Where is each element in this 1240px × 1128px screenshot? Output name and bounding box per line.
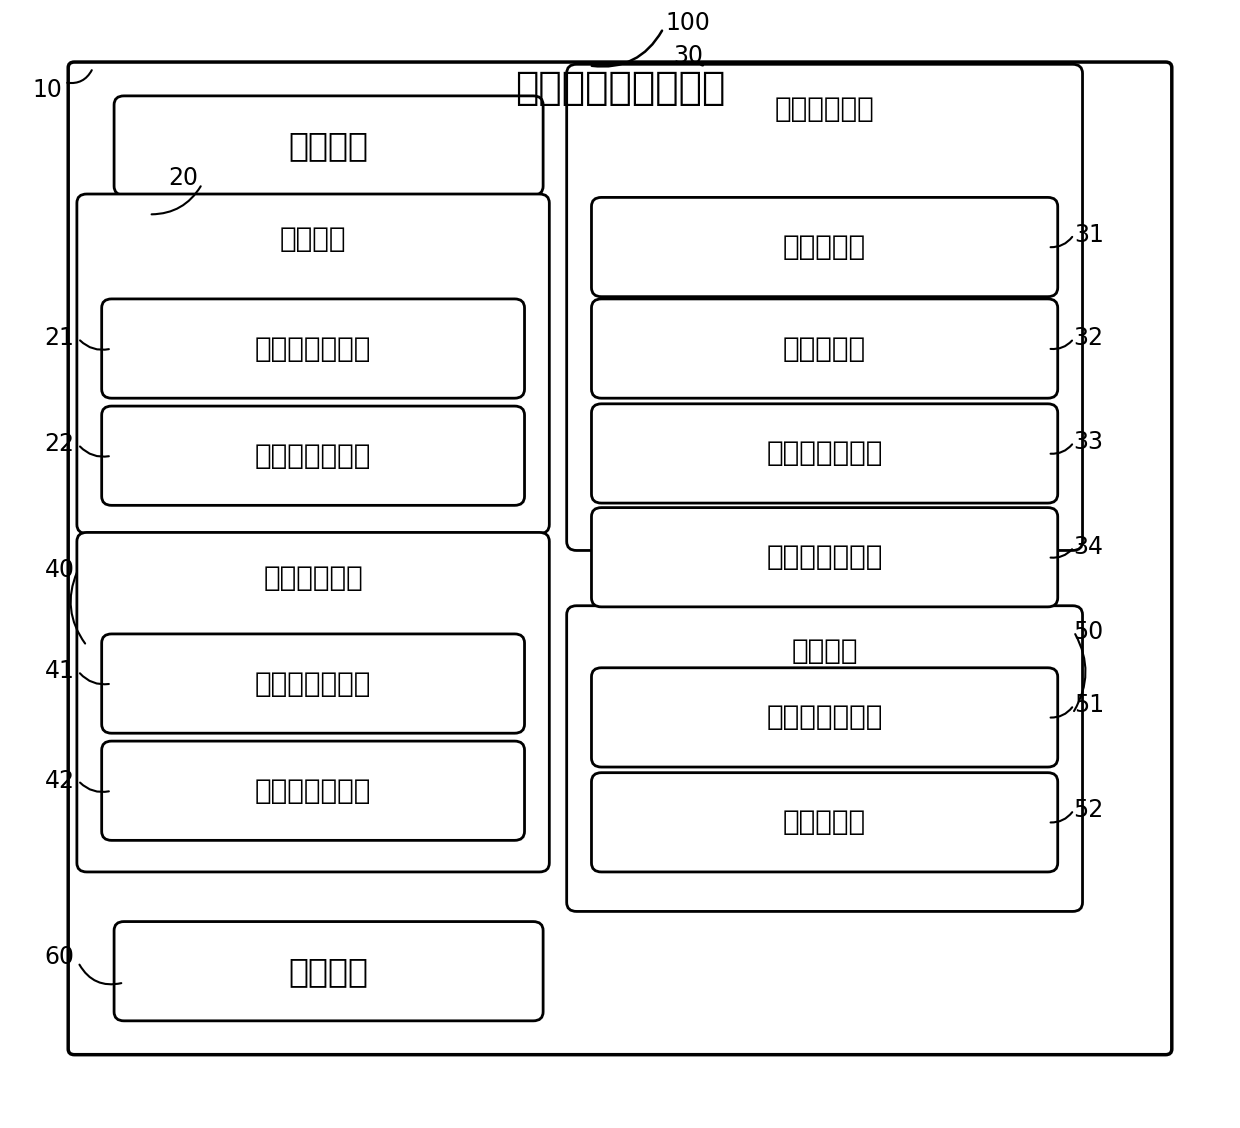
Text: 第三传输子模块: 第三传输子模块 — [766, 704, 883, 731]
Text: 30: 30 — [673, 44, 703, 69]
Text: 文件传输模块: 文件传输模块 — [263, 564, 363, 591]
Text: 拆分模块: 拆分模块 — [280, 226, 346, 253]
FancyBboxPatch shape — [114, 96, 543, 195]
Text: 合并模块: 合并模块 — [791, 637, 858, 664]
FancyBboxPatch shape — [591, 299, 1058, 398]
FancyBboxPatch shape — [591, 404, 1058, 503]
FancyBboxPatch shape — [591, 197, 1058, 297]
Text: 检测模块: 检测模块 — [289, 129, 368, 162]
Text: 100: 100 — [666, 10, 711, 35]
FancyBboxPatch shape — [102, 634, 525, 733]
Text: 22: 22 — [45, 432, 74, 457]
Text: 10: 10 — [32, 78, 62, 103]
FancyBboxPatch shape — [102, 299, 525, 398]
Text: 第一建立子模块: 第一建立子模块 — [766, 440, 883, 467]
Text: 配对子模块: 配对子模块 — [782, 233, 867, 261]
Text: 41: 41 — [45, 659, 74, 684]
Text: 32: 32 — [1074, 326, 1104, 351]
Text: 开启子模块: 开启子模块 — [782, 335, 867, 362]
FancyBboxPatch shape — [102, 406, 525, 505]
FancyBboxPatch shape — [567, 64, 1083, 550]
FancyBboxPatch shape — [77, 194, 549, 534]
Text: 第一传输子模块: 第一传输子模块 — [255, 670, 371, 697]
Text: 20: 20 — [169, 166, 198, 191]
Text: 60: 60 — [45, 944, 74, 969]
Text: 40: 40 — [45, 557, 74, 582]
Text: 第一拆分子模块: 第一拆分子模块 — [255, 335, 371, 362]
FancyBboxPatch shape — [114, 922, 543, 1021]
FancyBboxPatch shape — [567, 606, 1083, 911]
FancyBboxPatch shape — [68, 62, 1172, 1055]
FancyBboxPatch shape — [102, 741, 525, 840]
Text: 33: 33 — [1074, 430, 1104, 455]
Text: 42: 42 — [45, 768, 74, 793]
Text: 合并子模块: 合并子模块 — [782, 809, 867, 836]
Text: 51: 51 — [1074, 693, 1104, 717]
Text: 第二传输子模块: 第二传输子模块 — [255, 777, 371, 804]
Text: 协同模块: 协同模块 — [289, 954, 368, 988]
Text: 通道建立模块: 通道建立模块 — [775, 96, 874, 123]
Text: 21: 21 — [45, 326, 74, 351]
Text: 加速下载速度的装置: 加速下载速度的装置 — [515, 69, 725, 107]
Text: 50: 50 — [1074, 619, 1104, 644]
FancyBboxPatch shape — [591, 508, 1058, 607]
FancyBboxPatch shape — [77, 532, 549, 872]
Text: 第二拆分子模块: 第二拆分子模块 — [255, 442, 371, 469]
Text: 第二建立子模块: 第二建立子模块 — [766, 544, 883, 571]
FancyBboxPatch shape — [591, 773, 1058, 872]
FancyBboxPatch shape — [591, 668, 1058, 767]
Text: 31: 31 — [1074, 222, 1104, 247]
Text: 34: 34 — [1074, 535, 1104, 559]
Text: 52: 52 — [1074, 797, 1104, 822]
